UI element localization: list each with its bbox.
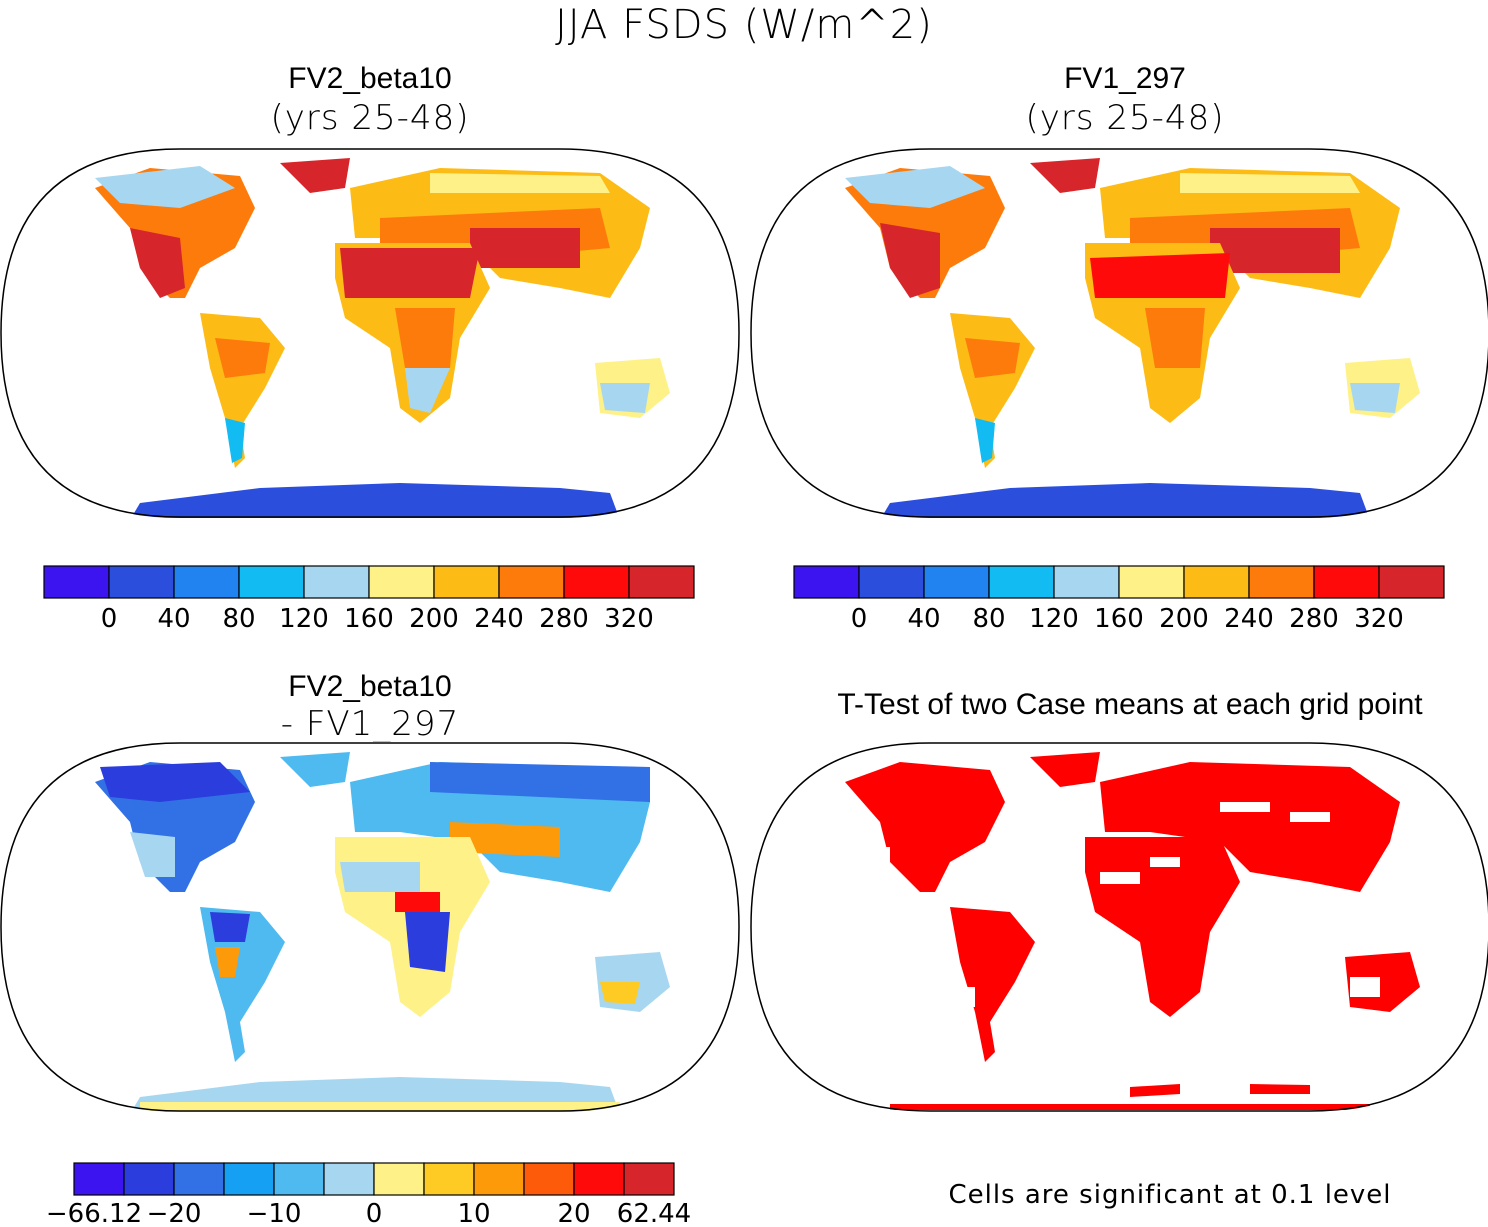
cb-abs-right-label-0: 0 (851, 604, 868, 634)
cb-abs-left-swatch-3 (238, 565, 305, 599)
colorbar-absolute-left: 0 40 80 120 160 200 240 280 320 (43, 565, 695, 634)
cb-abs-left-swatch-2 (173, 565, 240, 599)
cb-diff-swatch-0 (73, 1162, 125, 1196)
cb-abs-left-swatch-8 (563, 565, 630, 599)
cb-abs-left-label-6: 240 (474, 604, 524, 634)
cb-abs-left-label-8: 320 (604, 604, 654, 634)
cb-abs-left-swatch-6 (433, 565, 500, 599)
cb-abs-right-swatch-4 (1053, 565, 1120, 599)
cb-abs-left-swatch-0 (43, 565, 110, 599)
cb-abs-right-swatch-5 (1118, 565, 1185, 599)
panel-br-title: T-Test of two Case means at each grid po… (837, 688, 1423, 721)
cb-diff-label-5: 20 (557, 1199, 590, 1227)
cb-diff-swatch-8 (473, 1162, 525, 1196)
cb-diff-swatch-5 (323, 1162, 375, 1196)
panel-tr-title: FV1_297 (1064, 62, 1186, 95)
map-fv1-297 (750, 148, 1488, 518)
significance-note: Cells are significant at 0.1 level (948, 1180, 1392, 1210)
colorbar-absolute-right: 0 40 80 120 160 200 240 280 320 (793, 565, 1445, 634)
cb-diff-label-3: 0 (366, 1199, 383, 1227)
cb-abs-left-swatch-5 (368, 565, 435, 599)
map-ttest (750, 742, 1488, 1112)
cb-diff-swatch-1 (123, 1162, 175, 1196)
cb-abs-right-label-8: 320 (1354, 604, 1404, 634)
colorbar-difference: −66.12 −20 −10 0 10 20 62.44 (46, 1162, 691, 1227)
cb-abs-right-label-1: 40 (907, 604, 940, 634)
cb-abs-right-label-5: 200 (1159, 604, 1209, 634)
cb-abs-right-label-6: 240 (1224, 604, 1274, 634)
cb-diff-swatch-11 (623, 1162, 675, 1196)
cb-abs-right-label-7: 280 (1289, 604, 1339, 634)
panel-tl-title: FV2_beta10 (288, 62, 452, 95)
cb-diff-swatch-6 (373, 1162, 425, 1196)
cb-abs-right-swatch-7 (1248, 565, 1315, 599)
cb-abs-right-swatch-2 (923, 565, 990, 599)
cb-abs-left-label-3: 120 (279, 604, 329, 634)
cb-abs-right-swatch-0 (793, 565, 860, 599)
cb-abs-left-swatch-7 (498, 565, 565, 599)
cb-abs-left-label-5: 200 (409, 604, 459, 634)
cb-abs-left-swatch-4 (303, 565, 370, 599)
panel-bl-subtitle: - FV1_297 (280, 704, 460, 744)
cb-abs-right-swatch-8 (1313, 565, 1380, 599)
cb-diff-label-2: −10 (247, 1199, 302, 1227)
cb-diff-swatch-4 (273, 1162, 325, 1196)
cb-diff-swatch-7 (423, 1162, 475, 1196)
cb-abs-right-swatch-6 (1183, 565, 1250, 599)
cb-abs-right-label-2: 80 (972, 604, 1005, 634)
cb-abs-right-swatch-9 (1378, 565, 1445, 599)
cb-abs-right-label-4: 160 (1094, 604, 1144, 634)
cb-abs-right-label-3: 120 (1029, 604, 1079, 634)
cb-diff-label-4: 10 (457, 1199, 490, 1227)
cb-diff-label-6: 62.44 (617, 1199, 691, 1227)
cb-abs-left-label-2: 80 (222, 604, 255, 634)
cb-diff-label-1: −20 (147, 1199, 202, 1227)
panel-tr-subtitle: (yrs 25-48) (1025, 98, 1225, 138)
cb-abs-left-swatch-9 (628, 565, 695, 599)
cb-abs-left-label-0: 0 (101, 604, 118, 634)
cb-abs-right-swatch-3 (988, 565, 1055, 599)
cb-abs-left-swatch-1 (108, 565, 175, 599)
figure-title: JJA FSDS (W/m^2) (555, 2, 933, 48)
cb-abs-left-label-1: 40 (157, 604, 190, 634)
cb-diff-swatch-2 (173, 1162, 225, 1196)
panel-tl-subtitle: (yrs 25-48) (270, 98, 470, 138)
cb-abs-right-swatch-1 (858, 565, 925, 599)
cb-diff-swatch-10 (573, 1162, 625, 1196)
panel-bl-title: FV2_beta10 (288, 670, 452, 703)
cb-diff-label-0: −66.12 (46, 1199, 142, 1227)
cb-abs-left-label-7: 280 (539, 604, 589, 634)
cb-abs-left-label-4: 160 (344, 604, 394, 634)
cb-diff-swatch-9 (523, 1162, 575, 1196)
map-fv2-beta10 (0, 148, 740, 518)
map-difference (0, 742, 740, 1112)
cb-diff-swatch-3 (223, 1162, 275, 1196)
